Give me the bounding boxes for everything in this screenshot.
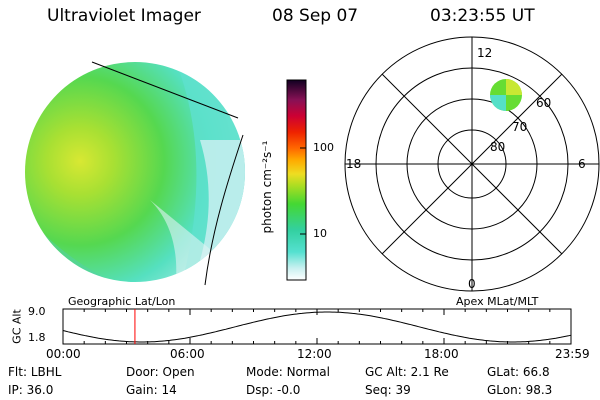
uv-image bbox=[25, 61, 245, 286]
info-mode: Mode: Normal bbox=[246, 365, 330, 379]
limb-line-right bbox=[204, 134, 244, 286]
timeline-xtick-4: 23:59 bbox=[555, 347, 590, 361]
timeline-left-title: Geographic Lat/Lon bbox=[68, 295, 176, 308]
limb-line-top bbox=[91, 61, 239, 119]
colorbar-tick-100: 100 bbox=[313, 141, 334, 154]
info-gain: Gain: 14 bbox=[126, 383, 177, 397]
info-seq: Seq: 39 bbox=[365, 383, 411, 397]
info-gc-alt: GC Alt: 2.1 Re bbox=[365, 365, 449, 379]
timeline-xtick-2: 12:00 bbox=[297, 347, 332, 361]
mlt-label-18: 18 bbox=[346, 157, 362, 171]
color-bar bbox=[286, 79, 307, 281]
info-dsp: Dsp: -0.0 bbox=[246, 383, 301, 397]
date-label: 08 Sep 07 bbox=[272, 6, 359, 26]
info-door: Door: Open bbox=[126, 365, 195, 379]
mlt-label-0: 0 bbox=[468, 277, 476, 291]
mlt-label-6: 6 bbox=[578, 157, 586, 171]
polar-plot bbox=[344, 36, 600, 292]
colorbar-unit-label: photon cm⁻²s⁻¹ bbox=[260, 140, 274, 234]
timeline-plot bbox=[62, 308, 572, 345]
colorbar-tick-10: 10 bbox=[313, 227, 327, 240]
instrument-title: Ultraviolet Imager bbox=[47, 6, 201, 26]
time-label: 03:23:55 UT bbox=[430, 6, 535, 26]
polar-aurora-spot bbox=[490, 79, 522, 111]
lat-label-60: 60 bbox=[536, 96, 552, 110]
info-glat: GLat: 66.8 bbox=[487, 365, 550, 379]
lat-label-70: 70 bbox=[512, 120, 528, 134]
info-flt: Flt: LBHL bbox=[8, 365, 62, 379]
timeline-ytick-1-8: 1.8 bbox=[28, 331, 46, 344]
info-glon: GLon: 98.3 bbox=[487, 383, 553, 397]
timeline-xtick-1: 06:00 bbox=[170, 347, 205, 361]
lat-label-80: 80 bbox=[490, 140, 506, 154]
timeline-xtick-3: 18:00 bbox=[424, 347, 459, 361]
timeline-ytick-9: 9.0 bbox=[28, 305, 46, 318]
mlt-label-12: 12 bbox=[477, 46, 493, 60]
timeline-axis-label: GC Alt bbox=[10, 309, 24, 344]
timeline-xtick-0: 00:00 bbox=[46, 347, 81, 361]
info-ip: IP: 36.0 bbox=[8, 383, 54, 397]
timeline-right-title: Apex MLat/MLT bbox=[456, 295, 539, 308]
